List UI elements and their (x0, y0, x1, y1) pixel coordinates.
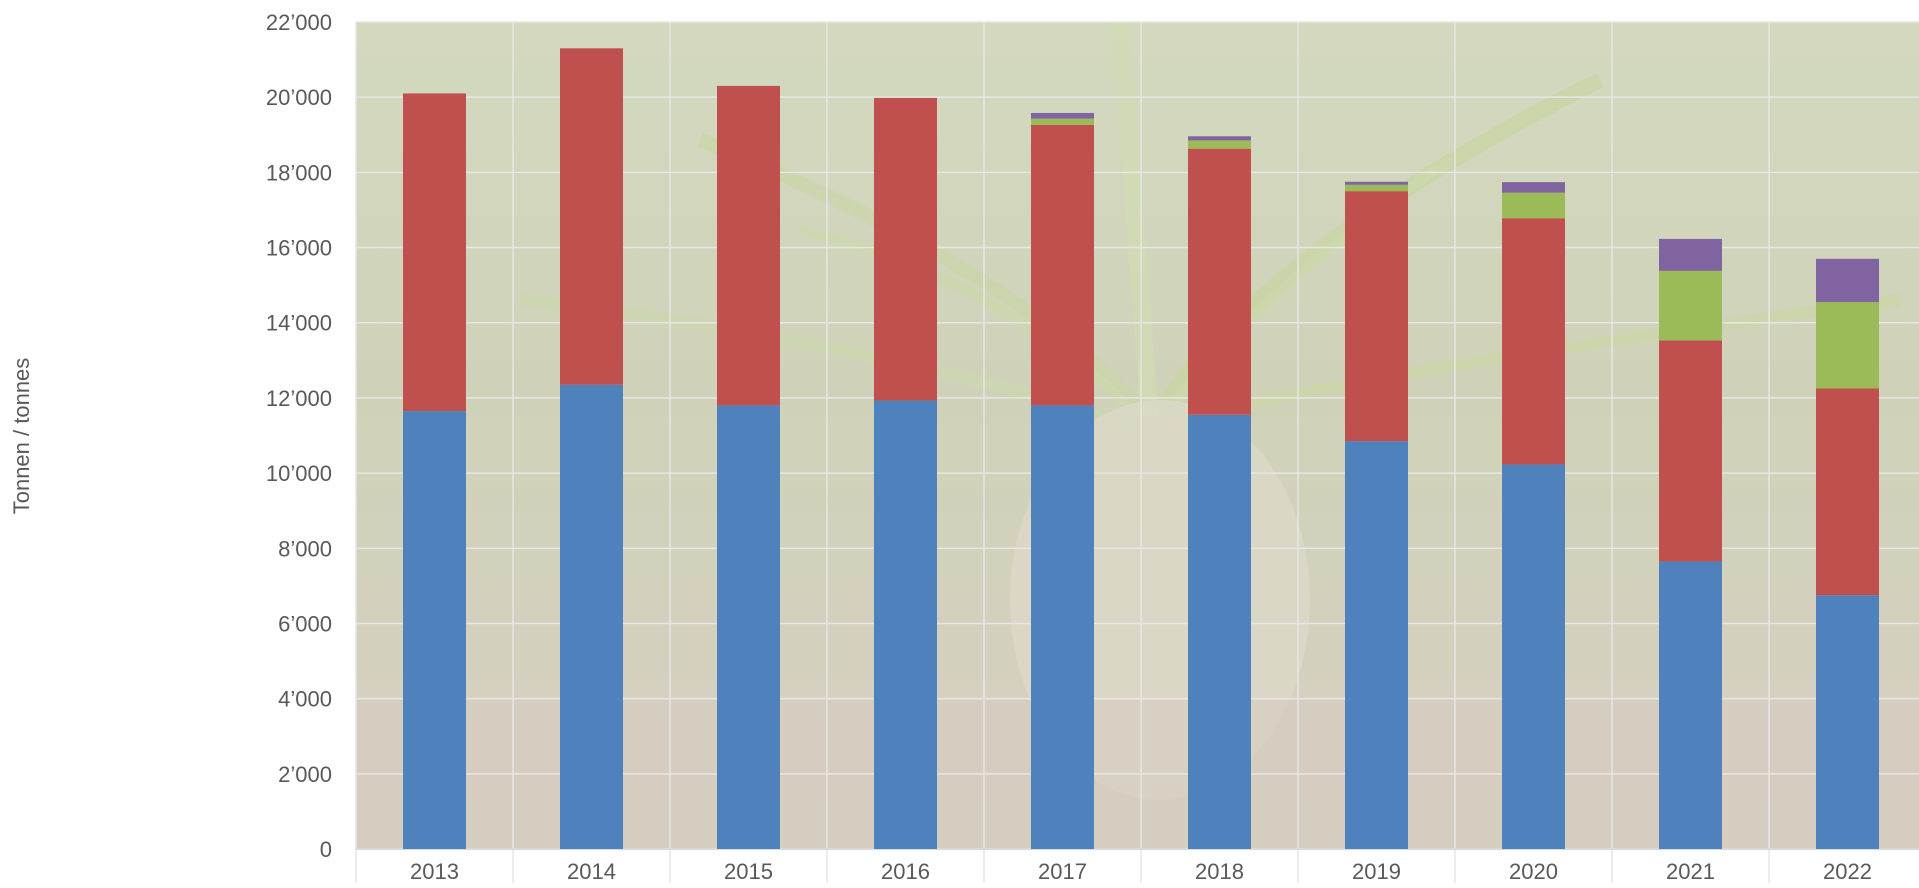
bar-segment (1659, 238, 1722, 271)
bar-segment (874, 97, 937, 401)
bar-segment (1659, 270, 1722, 341)
bar-segment (560, 384, 623, 849)
bar-segment (1345, 184, 1408, 192)
y-tick-label: 0 (320, 837, 332, 862)
y-axis-ticks: 0 2’000 4’000 6’000 8’000 10’000 12’000 14’000 1… (266, 10, 332, 862)
bar-segment (717, 85, 780, 406)
bar-segment (560, 48, 623, 385)
x-tick-label: 2013 (410, 859, 459, 883)
bar-segment (1345, 191, 1408, 442)
x-tick-label: 2017 (1038, 859, 1087, 883)
x-tick-label: 2016 (881, 859, 930, 883)
bar-segment (1188, 148, 1251, 415)
y-tick-label: 14’000 (266, 311, 332, 336)
y-tick-label: 10’000 (266, 461, 332, 486)
bar-segment (1502, 192, 1565, 219)
y-tick-label: 2’000 (278, 762, 332, 787)
x-tick-label: 2019 (1352, 859, 1401, 883)
bar-segment (1816, 258, 1879, 303)
x-tick-label: 2014 (567, 859, 616, 883)
bars (403, 48, 1879, 849)
bar-segment (1816, 302, 1879, 389)
bar-segment (1502, 218, 1565, 465)
y-axis-label: Tonnen / tonnes (9, 358, 34, 515)
y-tick-label: 8’000 (278, 536, 332, 561)
bar-segment (1031, 118, 1094, 125)
y-tick-label: 6’000 (278, 611, 332, 636)
bar-segment (1502, 182, 1565, 193)
bar-segment (1659, 561, 1722, 849)
bar-segment (1031, 112, 1094, 119)
bar-segment (1188, 136, 1251, 141)
bar-segment (1502, 464, 1565, 849)
y-tick-label: 22’000 (266, 10, 332, 35)
bar-segment (1188, 140, 1251, 149)
bar-segment (1659, 340, 1722, 562)
bar-segment (1816, 388, 1879, 596)
bar-segment (1031, 405, 1094, 849)
y-tick-label: 16’000 (266, 236, 332, 261)
bar-segment (403, 93, 466, 412)
y-tick-label: 12’000 (266, 386, 332, 411)
bar-segment (403, 411, 466, 849)
bar-segment (1816, 595, 1879, 849)
bar-segment (717, 405, 780, 849)
bar-segment (1031, 124, 1094, 406)
y-tick-label: 4’000 (278, 687, 332, 712)
x-tick-label: 2018 (1195, 859, 1244, 883)
x-axis-ticks: 2013 2014 2015 2016 2017 2018 2019 2020 2021 2022 (410, 859, 1872, 884)
bar-segment (1345, 441, 1408, 849)
bar-segment (1188, 414, 1251, 849)
bar-segment (874, 400, 937, 849)
x-tick-label: 2022 (1823, 859, 1872, 883)
x-tick-label: 2015 (724, 859, 773, 883)
y-tick-label: 20’000 (266, 85, 332, 110)
x-tick-label: 2021 (1666, 859, 1715, 883)
y-tick-label: 18’000 (266, 160, 332, 185)
x-tick-label: 2020 (1509, 859, 1558, 883)
bar-segment (1345, 181, 1408, 185)
